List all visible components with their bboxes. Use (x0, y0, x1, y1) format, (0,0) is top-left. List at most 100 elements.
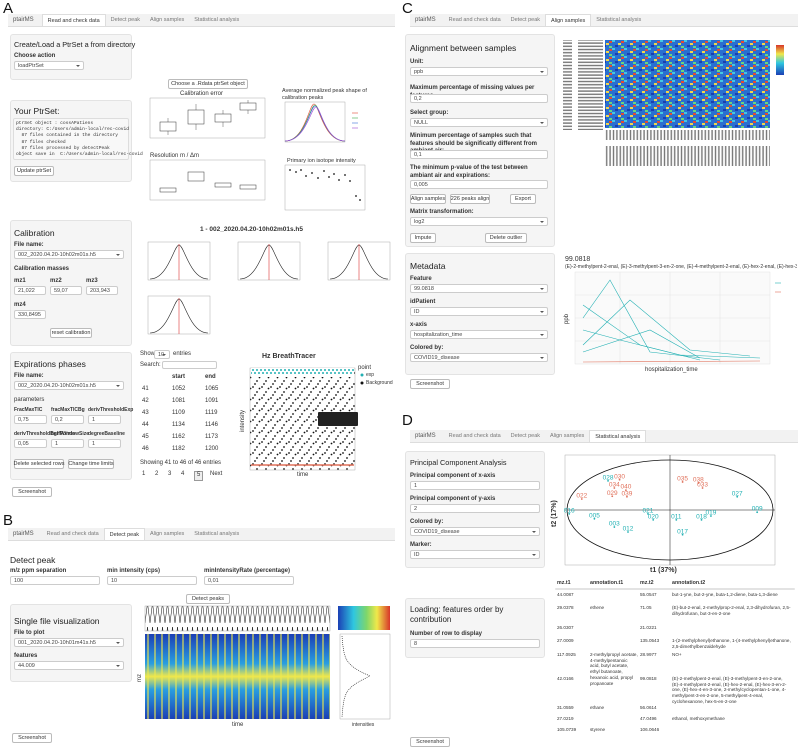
tab[interactable]: Read and check data (46, 531, 99, 537)
select[interactable]: ppb (410, 67, 548, 76)
input[interactable]: 0,005 (410, 180, 548, 189)
table-cell: (E)-but-2-enal, 2-methylprop-2-enal, 2,3… (672, 605, 791, 616)
resolution-plot (149, 159, 266, 201)
page-link[interactable]: 4 (181, 471, 185, 477)
tab[interactable]: Statistical analysis (194, 531, 240, 537)
button[interactable]: Update ptrSet (14, 166, 54, 176)
point (652, 519, 655, 521)
input[interactable]: 1 (88, 415, 121, 424)
button[interactable]: Screenshot (410, 737, 450, 747)
select[interactable]: 99.0818 (410, 284, 548, 293)
select[interactable]: 10 (154, 350, 170, 359)
heading: Metadata (410, 261, 446, 271)
input[interactable]: 0,2 (51, 415, 84, 424)
button[interactable]: Align samples (410, 194, 446, 204)
tab[interactable]: Statistical analysis (589, 430, 647, 442)
input[interactable]: 2 (410, 504, 540, 513)
label: ppb (564, 313, 570, 324)
label: Show (140, 351, 156, 357)
select[interactable]: hospitalization_time (410, 330, 548, 339)
select[interactable]: COVID19_disease (410, 353, 548, 362)
field-label: Calibration masses (14, 266, 70, 272)
button[interactable]: Impute (410, 233, 436, 243)
tab[interactable]: Align samples (150, 17, 185, 23)
button[interactable]: Delete selected rows (13, 459, 65, 469)
app-name: ptairMS (415, 17, 436, 23)
input[interactable]: 0,1 (410, 150, 548, 159)
point (647, 512, 649, 515)
tab[interactable]: Statistical analysis (194, 17, 240, 23)
tab[interactable]: Align samples (545, 14, 592, 26)
tab[interactable]: Align samples (150, 531, 185, 537)
input[interactable]: 203,943 (86, 286, 118, 295)
tab-bar: ptairMS Read and check data Detect peak Ali… (8, 14, 395, 27)
page-link[interactable]: Next (210, 471, 223, 477)
decoration (360, 373, 364, 377)
button[interactable]: reset calibration (50, 328, 92, 338)
input[interactable]: 0,2 (410, 94, 548, 103)
select[interactable]: ID (410, 307, 548, 316)
button[interactable]: Screenshot (12, 487, 52, 497)
select[interactable]: COVID19_disease (410, 527, 540, 536)
select[interactable]: 44.009 (14, 661, 124, 670)
select[interactable]: loadPtrSet (14, 61, 84, 70)
table-cell: 42 (142, 398, 149, 404)
page-link[interactable]: 2 (155, 471, 159, 477)
search-box[interactable] (162, 361, 217, 369)
button[interactable]: Screenshot (410, 379, 450, 389)
label: Hz BreathTracer (262, 353, 316, 360)
button[interactable]: Choose a .Rdata ptrSet object (168, 79, 248, 89)
button[interactable]: Export (510, 194, 536, 204)
field-label: fracMaxTICBg (51, 407, 85, 413)
page-link[interactable]: 1 (142, 471, 146, 477)
button[interactable]: Screenshot (12, 733, 52, 743)
input[interactable]: 8 (410, 639, 540, 648)
tab[interactable]: Read and check data (41, 14, 106, 26)
input[interactable]: 59,07 (50, 286, 82, 295)
field-label: mz4 (14, 302, 26, 308)
input[interactable]: 1 (51, 439, 84, 448)
plot-title: Primary ion isotope intensity (287, 158, 356, 164)
page-link[interactable]: 3 (168, 471, 172, 477)
tab[interactable]: Detect peak (510, 433, 541, 439)
point-label: 028 (603, 474, 614, 481)
point-label: 018 (696, 513, 707, 520)
button[interactable]: Change time limits (68, 459, 114, 469)
input[interactable]: 10 (107, 576, 197, 585)
point-label: 034 (609, 482, 620, 489)
tab[interactable]: Detect peak (110, 17, 141, 23)
input[interactable]: 1 (410, 481, 540, 490)
input[interactable]: 330,8495 (14, 310, 46, 319)
tab[interactable]: Detect peak (510, 17, 541, 23)
input[interactable]: 100 (10, 576, 100, 585)
select[interactable]: 002_2020.04.20-10h02m01s.h5 (14, 381, 124, 390)
heading: Principal Component Analysis (410, 458, 507, 467)
field-label: min intensity (cps) (107, 568, 161, 574)
input[interactable]: 0,05 (14, 439, 47, 448)
plot-title: 1 - 002_2020.04.20-10h02m01s.h5 (200, 226, 303, 233)
console-line: object save in C:/Users/admin-local/rec-… (16, 151, 143, 157)
field-label: Matrix transformation: (410, 209, 474, 215)
panel-label: A (3, 0, 14, 17)
button[interactable]: Delete outlier (485, 233, 527, 243)
point-label: 033 (697, 482, 708, 489)
table-cell: 31.0559 (557, 705, 574, 710)
tab[interactable]: Read and check data (448, 17, 501, 23)
tab[interactable]: Read and check data (448, 433, 501, 439)
input[interactable]: 0,75 (14, 415, 47, 424)
button[interactable]: Detect peaks (186, 594, 230, 604)
input[interactable]: 0,01 (204, 576, 294, 585)
table-cell: 45 (142, 434, 149, 440)
tab[interactable]: Detect peak (103, 528, 146, 540)
tab[interactable]: Statistical analysis (596, 17, 642, 23)
input[interactable]: 1 (88, 439, 121, 448)
page-link[interactable]: 5 (194, 471, 204, 481)
select[interactable]: NULL (410, 118, 548, 127)
select[interactable]: ID (410, 550, 540, 559)
input[interactable]: 21,022 (14, 286, 46, 295)
select[interactable]: 002_2020.04.20-10h02m01s.h5 (14, 250, 124, 259)
field-label: derivThresholdBgnPoints (14, 431, 76, 437)
select[interactable]: log2 (410, 217, 548, 226)
select[interactable]: 001_2020.04.20-10h01m41s.h5 (14, 638, 124, 647)
tab[interactable]: Align samples (550, 433, 585, 439)
